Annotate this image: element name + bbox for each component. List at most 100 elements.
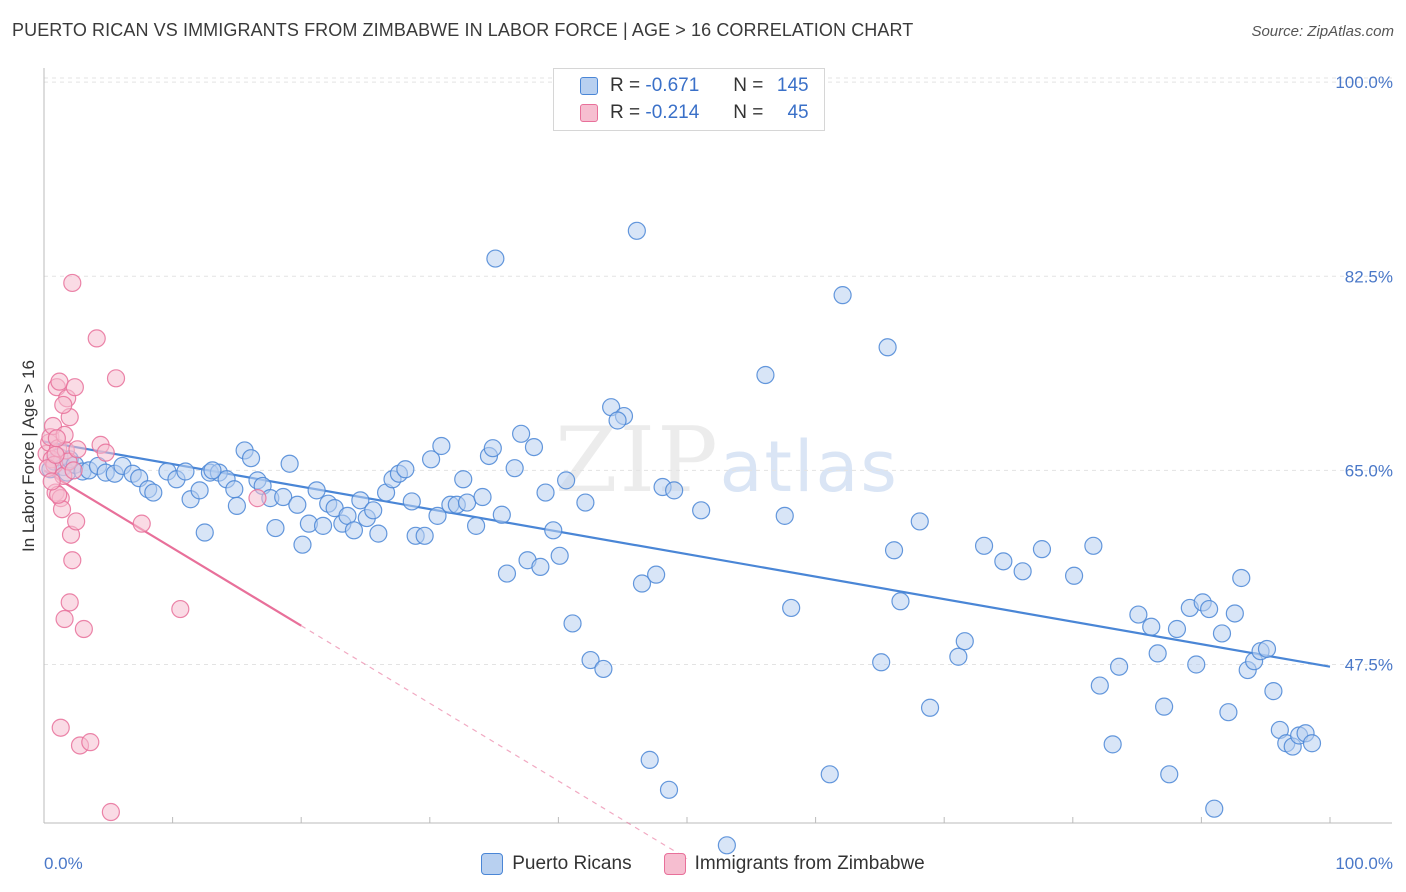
puerto-ricans-point: [432, 436, 451, 456]
zimbabwe-point: [87, 329, 106, 348]
zimbabwe-point: [54, 395, 73, 415]
puerto-ricans-point: [288, 495, 307, 514]
puerto-ricans-point: [524, 438, 544, 457]
puerto-ricans-point: [266, 518, 285, 538]
puerto-ricans-point: [428, 506, 447, 525]
r-label: R =: [610, 75, 641, 96]
r-value: -0.671: [645, 75, 700, 96]
puerto-ricans-point: [756, 365, 775, 385]
puerto-ricans-point: [557, 471, 576, 490]
puerto-ricans-point: [473, 487, 492, 507]
zimbabwe-point: [64, 461, 83, 480]
puerto-ricans-point: [466, 516, 486, 535]
r-value: -0.214: [645, 102, 700, 123]
series-legend: Puerto Ricans Immigrants from Zimbabwe: [0, 852, 1406, 876]
y-tick-label: 47.5%: [1345, 655, 1393, 674]
stats-legend-row-zimbabwe: R = -0.214 N = 45: [580, 100, 809, 126]
puerto-ricans-point: [594, 659, 613, 679]
puerto-ricans-point: [227, 496, 246, 515]
puerto-ricans-point: [313, 516, 333, 535]
puerto-ricans-point: [1167, 619, 1187, 639]
puerto-ricans-point: [820, 765, 839, 784]
puerto-ricans-point: [536, 483, 555, 502]
pink-swatch-icon: [663, 853, 686, 875]
puerto-ricans-point: [910, 512, 929, 531]
puerto-ricans-point: [1200, 599, 1219, 619]
puerto-ricans-point: [293, 535, 312, 554]
puerto-ricans-point: [1302, 734, 1322, 753]
stats-legend-row-puerto-ricans: R = -0.671 N = 145: [580, 73, 809, 99]
puerto-ricans-point: [872, 653, 891, 672]
zimbabwe-point: [63, 273, 82, 293]
puerto-ricans-point: [415, 526, 434, 545]
puerto-ricans-point: [1264, 682, 1283, 701]
tick-labels: 47.5% 65.0% 82.5% 100.0% 0.0% 100.0%: [44, 73, 1393, 873]
puerto-ricans-point: [1032, 540, 1052, 559]
zimbabwe-point: [248, 489, 267, 508]
puerto-ricans-point: [203, 461, 222, 480]
zimbabwe-point: [67, 512, 86, 531]
stats-legend: R = -0.671 N = 145 R = -0.214 N = 45: [553, 68, 825, 131]
series-zimbabwe-points: [37, 273, 267, 822]
watermark-atlas: atlas: [719, 426, 899, 508]
puerto-ricans-point: [144, 483, 163, 502]
zimbabwe-point: [46, 445, 65, 464]
puerto-ricans-point: [544, 521, 563, 540]
zimbabwe-point: [106, 369, 126, 388]
zimbabwe-point: [47, 429, 66, 448]
y-tick-label: 100.0%: [1335, 73, 1393, 92]
puerto-ricans-point: [1013, 562, 1032, 581]
puerto-ricans-point: [1103, 735, 1122, 754]
zimbabwe-point: [96, 443, 115, 462]
zimbabwe-trend-extension: [300, 625, 688, 860]
zimbabwe-point: [50, 372, 69, 391]
y-axis-label: In Labor Force | Age > 16: [19, 360, 38, 552]
puerto-ricans-point: [421, 450, 441, 469]
puerto-ricans-point: [1212, 624, 1232, 643]
puerto-ricans-trend-line: [43, 440, 1331, 668]
series-puerto-ricans-points: [41, 221, 1322, 855]
puerto-ricans-point: [782, 598, 801, 618]
puerto-ricans-point: [241, 449, 261, 468]
puerto-ricans-point: [563, 614, 582, 633]
puerto-ricans-point: [505, 459, 524, 478]
puerto-ricans-point: [640, 750, 659, 769]
puerto-ricans-point: [627, 221, 646, 240]
legend-item-zimbabwe: Immigrants from Zimbabwe: [663, 853, 925, 875]
puerto-ricans-point: [351, 491, 370, 510]
puerto-ricans-point: [1148, 644, 1167, 663]
puerto-ricans-point: [665, 481, 684, 500]
zimbabwe-point: [68, 440, 87, 459]
legend-label: Immigrants from Zimbabwe: [694, 853, 925, 874]
puerto-ricans-point: [692, 501, 711, 520]
puerto-ricans-point: [274, 487, 293, 507]
n-label: N =: [733, 102, 764, 123]
n-value: 145: [776, 75, 809, 96]
puerto-ricans-point: [632, 574, 652, 593]
blue-swatch-icon: [580, 77, 598, 95]
zimbabwe-point: [171, 599, 190, 619]
puerto-ricans-point: [1160, 765, 1179, 784]
puerto-ricans-point: [1064, 566, 1084, 585]
puerto-ricans-point: [1155, 697, 1174, 716]
puerto-ricans-point: [955, 632, 974, 651]
puerto-ricans-point: [550, 546, 569, 565]
puerto-ricans-point: [531, 557, 550, 576]
blue-swatch-icon: [481, 853, 504, 875]
zimbabwe-trend-line: [43, 469, 302, 627]
chart-title: PUERTO RICAN VS IMMIGRANTS FROM ZIMBABWE…: [12, 20, 914, 40]
n-value: 45: [787, 102, 809, 123]
x-tick-label: 100.0%: [1335, 854, 1393, 873]
puerto-ricans-point: [195, 523, 214, 542]
zimbabwe-point: [63, 551, 82, 570]
puerto-ricans-point: [884, 541, 904, 560]
puerto-ricans-point: [1232, 568, 1251, 588]
puerto-ricans-point: [974, 536, 994, 555]
puerto-ricans-point: [364, 501, 383, 520]
zimbabwe-point: [55, 609, 74, 629]
puerto-ricans-point: [647, 565, 666, 584]
puerto-ricans-point: [1090, 676, 1109, 695]
puerto-ricans-point: [486, 249, 505, 268]
puerto-ricans-point: [1084, 536, 1103, 555]
